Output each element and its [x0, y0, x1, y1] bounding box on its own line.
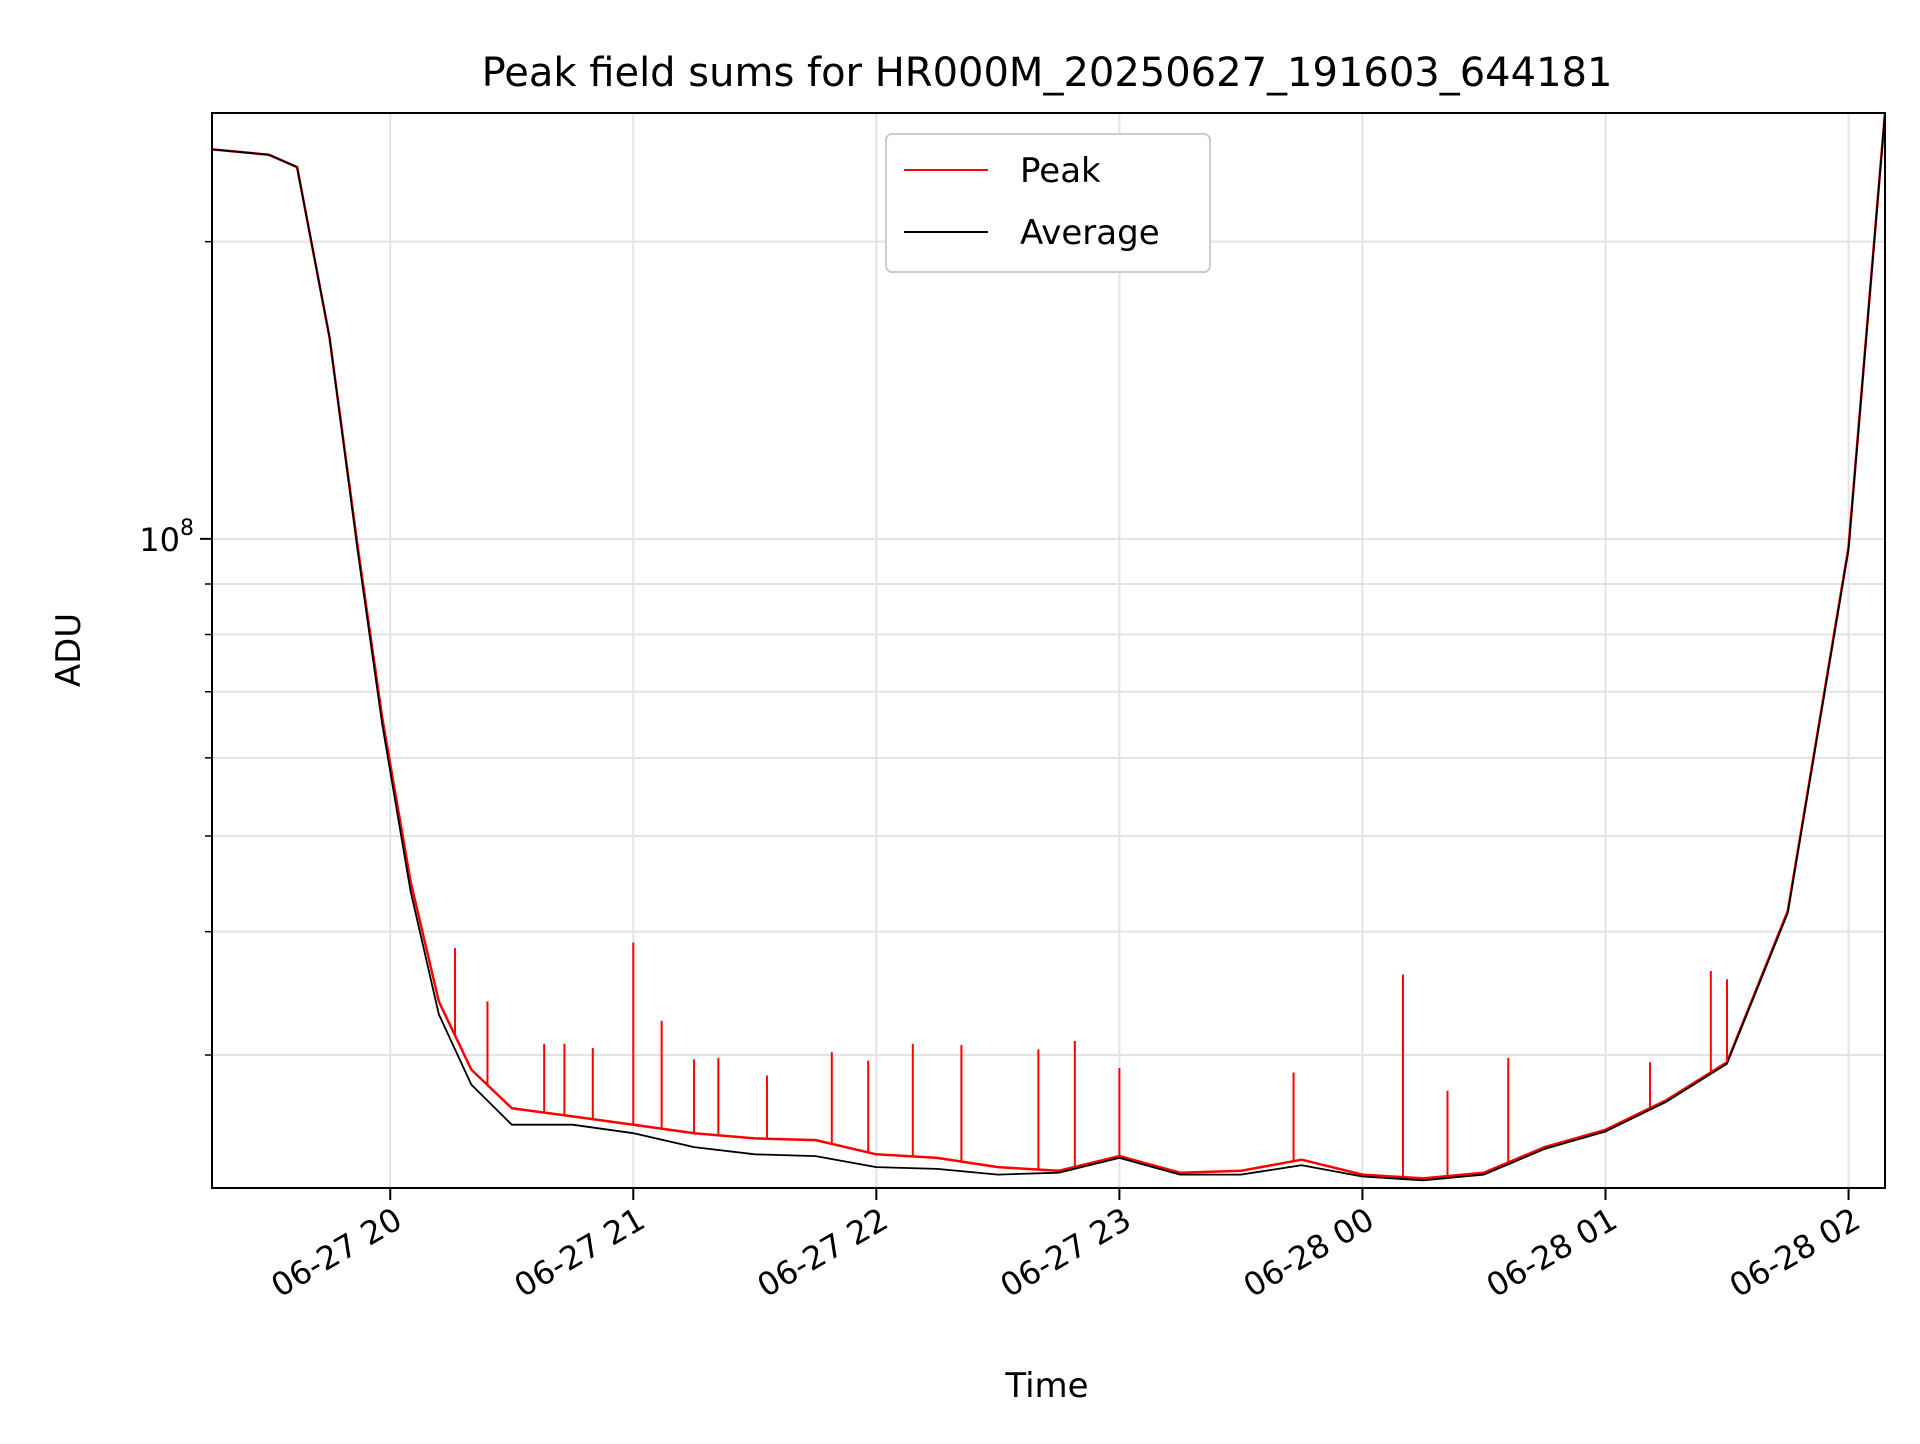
legend-label-average: Average — [1020, 213, 1160, 253]
plot-frame — [211, 112, 1886, 1189]
grid — [212, 113, 1885, 1188]
series-layer — [212, 113, 1885, 1182]
legend-box — [885, 133, 1211, 273]
chart-title: Peak field sums for HR000M_20250627_1916… — [482, 50, 1613, 96]
y-tick-label: 108 — [139, 516, 194, 559]
x-tick-label: 06-27 20 — [265, 1200, 409, 1305]
legend: Peak Average — [885, 133, 1211, 273]
x-axis: 06-27 20 06-27 21 06-27 22 06-27 23 06-28 00… — [265, 1188, 1867, 1305]
y-axis-label: ADU — [49, 613, 89, 687]
x-tick-label: 06-28 01 — [1480, 1200, 1624, 1305]
x-tick-label: 06-27 23 — [994, 1200, 1138, 1305]
series-line-average — [212, 113, 1885, 1182]
x-axis-label: Time — [1004, 1366, 1088, 1406]
y-axis: 108 — [139, 240, 212, 1056]
legend-label-peak: Peak — [1020, 151, 1101, 191]
x-tick-label: 06-28 00 — [1237, 1200, 1381, 1305]
series-line-peak — [212, 113, 1885, 1180]
x-tick-label: 06-27 21 — [508, 1200, 652, 1305]
x-tick-label: 06-27 22 — [751, 1200, 895, 1305]
x-tick-label: 06-28 02 — [1723, 1200, 1867, 1305]
